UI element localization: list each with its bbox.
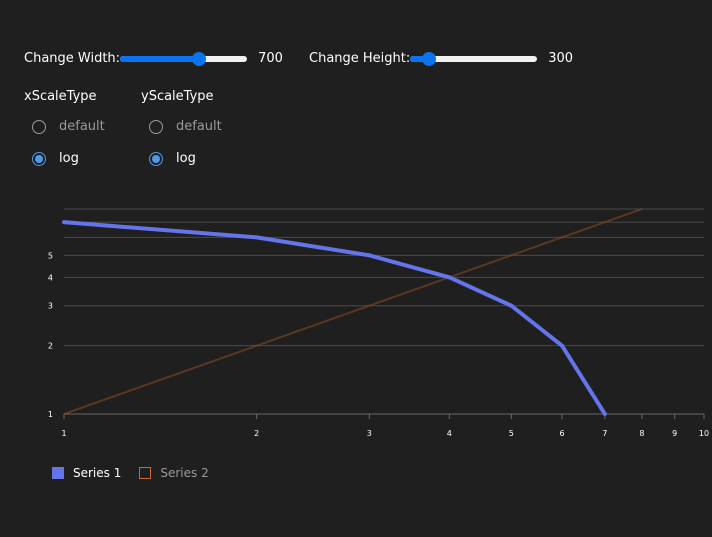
series-2-point-7 <box>604 221 606 223</box>
legend-swatch-series-2[interactable] <box>139 467 152 479</box>
yscale-default-label: default <box>176 119 222 134</box>
series-2-point-3 <box>368 304 371 307</box>
x-tick-label-6: 6 <box>559 429 564 438</box>
x-tick-label-1: 1 <box>61 429 66 438</box>
xscale-option-log[interactable]: log <box>32 151 79 166</box>
x-tick-label-8: 8 <box>639 429 644 438</box>
height-slider-track <box>410 55 538 62</box>
x-tick-label-2: 2 <box>254 429 259 438</box>
series-1-point-3 <box>367 253 372 258</box>
y-tick-label-5: 5 <box>48 251 53 260</box>
legend-label-series-2[interactable]: Series 2 <box>160 466 209 480</box>
width-slider-thumb[interactable] <box>191 51 206 66</box>
series-2-point-2 <box>255 344 258 347</box>
yscale-group-title: yScaleType <box>141 89 214 104</box>
height-slider-thumb[interactable] <box>422 51 437 66</box>
legend: Series 1 Series 2 <box>52 466 209 480</box>
xscale-option-default[interactable]: default <box>32 119 105 134</box>
x-tick-label-9: 9 <box>672 429 677 438</box>
height-slider-fill <box>410 55 430 62</box>
yscale-default-radio[interactable] <box>149 119 163 134</box>
yscale-log-label: log <box>176 151 196 166</box>
width-control: Change Width: 700 <box>24 51 283 66</box>
xscale-log-radio[interactable] <box>32 151 46 166</box>
height-label: Change Height: <box>309 51 411 66</box>
series-2-line <box>63 208 643 415</box>
legend-swatch-series-1[interactable] <box>52 467 64 479</box>
x-tick-label-5: 5 <box>509 429 514 438</box>
height-slider[interactable] <box>410 51 538 66</box>
xscale-log-label: log <box>59 151 79 166</box>
height-control: Change Height: 300 <box>309 51 573 66</box>
series-2-point-8 <box>641 208 643 210</box>
x-tick-label-4: 4 <box>447 429 452 438</box>
series-1-point-6 <box>560 343 565 348</box>
yscale-option-log[interactable]: log <box>149 151 196 166</box>
series-1-point-7 <box>602 412 607 416</box>
x-tick-label-7: 7 <box>602 429 607 438</box>
series-1-point-2 <box>254 235 259 240</box>
y-tick-label-2: 2 <box>48 342 53 351</box>
width-value: 700 <box>258 51 283 66</box>
width-label: Change Width: <box>24 51 121 66</box>
width-slider[interactable] <box>120 51 248 66</box>
x-tick-label-3: 3 <box>367 429 372 438</box>
xscale-default-label: default <box>59 119 105 134</box>
height-value: 300 <box>548 51 574 66</box>
series-2-point-6 <box>561 236 563 239</box>
series-2-point-1 <box>63 413 65 415</box>
y-tick-label-1: 1 <box>48 410 53 419</box>
legend-label-series-1[interactable]: Series 1 <box>73 466 122 480</box>
yscale-option-default[interactable]: default <box>149 119 222 134</box>
yscale-log-radio[interactable] <box>149 151 163 166</box>
series-1-point-5 <box>509 303 514 308</box>
series-1-point-1 <box>62 220 66 225</box>
y-tick-label-3: 3 <box>48 302 53 311</box>
y-tick-label-4: 4 <box>48 273 53 282</box>
xscale-default-radio[interactable] <box>32 119 46 134</box>
series-1-point-4 <box>447 275 452 280</box>
xscale-group-title: xScaleType <box>24 89 97 104</box>
series-2-point-5 <box>510 254 513 257</box>
x-tick-label-10: 10 <box>699 429 709 438</box>
width-slider-fill <box>120 55 199 62</box>
